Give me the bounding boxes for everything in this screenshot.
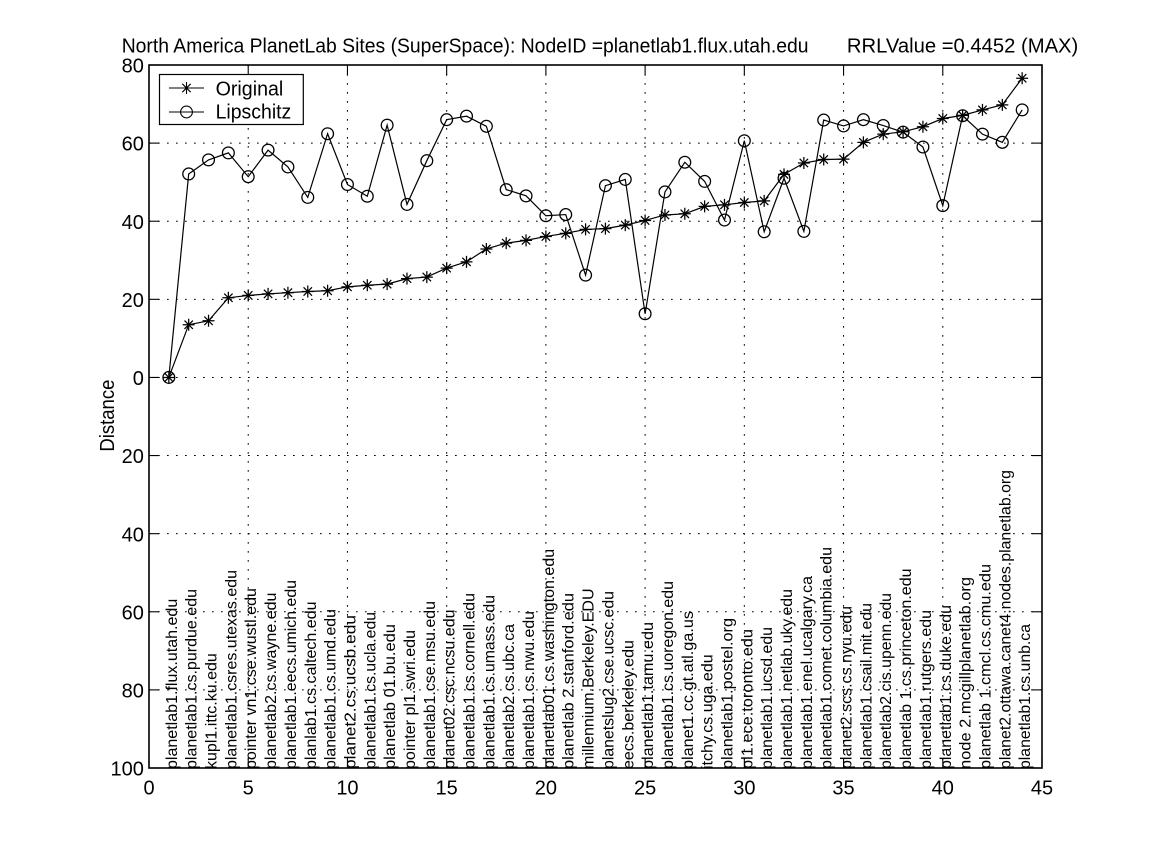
svg-text:planetlab1.cs.unb.ca: planetlab1.cs.unb.ca xyxy=(1016,624,1034,769)
svg-text:planetlab1.cs.cornell.edu: planetlab1.cs.cornell.edu xyxy=(461,593,479,769)
svg-text:kupl1.ittc.ku.edu: kupl1.ittc.ku.edu xyxy=(203,653,221,769)
svg-text:80: 80 xyxy=(122,680,144,702)
svg-text:planetlab1.csail.mit.edu: planetlab1.csail.mit.edu xyxy=(857,603,875,769)
svg-text:planetlab 01.bu.edu: planetlab 01.bu.edu xyxy=(381,624,399,769)
svg-text:100: 100 xyxy=(111,759,144,781)
svg-text:planetlab1.csres.utexas.edu: planetlab1.csres.utexas.edu xyxy=(222,570,240,769)
svg-text:planetslug2.cse.ucsc.edu: planetslug2.cse.ucsc.edu xyxy=(599,591,617,769)
svg-text:planetlab1.eecs.umich.edu: planetlab1.eecs.umich.edu xyxy=(282,580,300,769)
svg-text:planet1.cc.gt.atl.ga.us: planet1.cc.gt.atl.ga.us xyxy=(679,611,697,769)
svg-text:40: 40 xyxy=(932,777,954,799)
svg-text:planet2.ottawa.canet4.nodes.pl: planet2.ottawa.canet4.nodes.planetlab.or… xyxy=(996,470,1014,769)
svg-text:North America PlanetLab Sites: North America PlanetLab Sites (SuperSpac… xyxy=(122,36,809,58)
svg-text:itchy.cs.uga.edu: itchy.cs.uga.edu xyxy=(699,654,717,769)
svg-text:planetlab1.cse.msu.edu: planetlab1.cse.msu.edu xyxy=(421,601,439,769)
svg-text:80: 80 xyxy=(122,56,144,78)
svg-text:node 2.mcgillplanetlab.org: node 2.mcgillplanetlab.org xyxy=(957,577,975,769)
svg-text:planetlab1.cs.duke.edu: planetlab1.cs.duke.edu xyxy=(937,605,955,769)
svg-text:0: 0 xyxy=(133,368,144,390)
svg-text:pointer pl1.swri.edu: pointer pl1.swri.edu xyxy=(401,630,419,769)
svg-text:planetlab1.cs.uoregon.edu: planetlab1.cs.uoregon.edu xyxy=(659,581,677,769)
svg-text:40: 40 xyxy=(122,212,144,234)
svg-text:5: 5 xyxy=(243,777,254,799)
svg-text:20: 20 xyxy=(535,777,557,799)
svg-text:planetlab1.flux.utah.edu: planetlab1.flux.utah.edu xyxy=(163,599,181,769)
svg-text:pl1.ece.toronto.edu: pl1.ece.toronto.edu xyxy=(738,629,756,769)
svg-text:planetlab 1.cs.princeton.edu: planetlab 1.cs.princeton.edu xyxy=(897,568,915,769)
svg-text:planetlab2.cis.upenn.edu: planetlab2.cis.upenn.edu xyxy=(877,593,895,769)
svg-text:millennium.Berkeley.EDU: millennium.Berkeley.EDU xyxy=(580,588,598,769)
svg-text:10: 10 xyxy=(336,777,358,799)
svg-text:25: 25 xyxy=(634,777,656,799)
svg-text:planetlab2.cs.ubc.ca: planetlab2.cs.ubc.ca xyxy=(500,624,518,769)
svg-text:planetlab 2.stanford.edu: planetlab 2.stanford.edu xyxy=(560,593,578,769)
svg-text:planetlab1.postel.org: planetlab1.postel.org xyxy=(718,618,736,769)
svg-text:0: 0 xyxy=(143,777,154,799)
svg-text:planet02.csc.ncsu.edu: planet02.csc.ncsu.edu xyxy=(441,609,459,769)
svg-text:planetlab1.netlab.uky.edu: planetlab1.netlab.uky.edu xyxy=(778,589,796,769)
svg-text:Distance: Distance xyxy=(97,380,119,452)
svg-text:planetlab2.cs.wayne.edu: planetlab2.cs.wayne.edu xyxy=(262,593,280,769)
svg-text:planetlab1.cs.umd.edu: planetlab1.cs.umd.edu xyxy=(322,609,340,769)
svg-text:planetlab1.enel.ucalgary.ca: planetlab1.enel.ucalgary.ca xyxy=(798,576,816,769)
svg-text:60: 60 xyxy=(122,602,144,624)
svg-text:15: 15 xyxy=(436,777,458,799)
svg-text:planetlab1.cs.umass.edu: planetlab1.cs.umass.edu xyxy=(480,595,498,769)
svg-text:30: 30 xyxy=(733,777,755,799)
svg-text:planetlab1.ucsd.edu: planetlab1.ucsd.edu xyxy=(758,627,776,769)
svg-text:Lipschitz: Lipschitz xyxy=(216,101,292,123)
svg-text:20: 20 xyxy=(122,290,144,312)
svg-text:planetlab1.rutgers.edu: planetlab1.rutgers.edu xyxy=(917,610,935,769)
svg-text:40: 40 xyxy=(122,524,144,546)
svg-text:35: 35 xyxy=(832,777,854,799)
svg-text:planet2.cs.ucsb.edu: planet2.cs.ucsb.edu xyxy=(341,615,359,769)
svg-text:20: 20 xyxy=(122,446,144,468)
svg-text:planet2.scs.cs.nyu.edu: planet2.scs.cs.nyu.edu xyxy=(838,606,856,769)
svg-text:pointer vn1.cse.wustl.edu: pointer vn1.cse.wustl.edu xyxy=(242,588,260,769)
svg-text:planetlab1.cs.purdue.edu: planetlab1.cs.purdue.edu xyxy=(183,589,201,769)
svg-text:planetlab01.cs.washington.edu: planetlab01.cs.washington.edu xyxy=(540,549,558,769)
svg-text:planetlab1.cs.nwu.edu: planetlab1.cs.nwu.edu xyxy=(520,611,538,769)
svg-text:45: 45 xyxy=(1031,777,1053,799)
svg-text:planetlab1.tamu.edu: planetlab1.tamu.edu xyxy=(639,622,657,769)
svg-text:planetlab1.cs.ucla.edu: planetlab1.cs.ucla.edu xyxy=(361,612,379,769)
svg-text:planetlab1.comet.columbia.edu: planetlab1.comet.columbia.edu xyxy=(818,547,836,769)
svg-text:Original: Original xyxy=(216,79,284,101)
svg-text:RRLValue =0.4452 (MAX): RRLValue =0.4452 (MAX) xyxy=(847,36,1078,58)
svg-text:planetlab 1.cmcl.cs.cmu.edu: planetlab 1.cmcl.cs.cmu.edu xyxy=(976,564,994,769)
svg-text:planlab1.cs.caltech.edu: planlab1.cs.caltech.edu xyxy=(302,601,320,769)
svg-text:60: 60 xyxy=(122,134,144,156)
svg-text:eecs.berkeley.edu: eecs.berkeley.edu xyxy=(619,640,637,769)
